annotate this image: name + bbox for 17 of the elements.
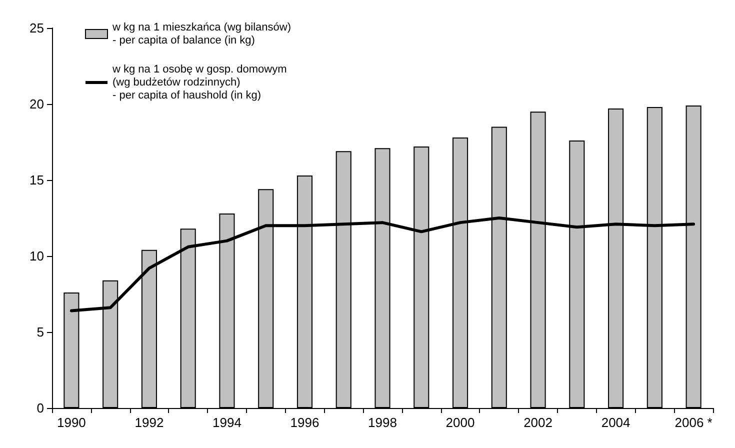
y-tick-label: 0 (36, 400, 44, 416)
x-tick-label: 2000 (446, 415, 475, 430)
y-tick-label: 20 (30, 96, 44, 112)
x-tick-label: 1992 (134, 415, 164, 430)
x-tick-label: 1996 (290, 415, 320, 430)
y-tick-label: 25 (30, 20, 44, 36)
y-tick-label: 5 (36, 324, 44, 340)
x-tick-label: 1998 (368, 415, 397, 430)
x-tick-label: 1994 (212, 415, 242, 430)
y-tick-label: 15 (30, 172, 44, 188)
x-tick-label: 2004 (601, 415, 630, 430)
x-tick-label: 2006 * (674, 415, 712, 430)
legend-label: w kg na 1 osobę w gosp. domowym (wg budżetów rodzinnych) - per capita of haushold (in kg) (112, 64, 287, 102)
legend-label: w kg na 1 mieszkańca (wg bilansów) - per capita of balance (in kg) (112, 22, 292, 46)
x-tick-label: 1990 (56, 415, 86, 430)
x-tick-label: 2002 (524, 415, 552, 430)
y-tick-label: 10 (30, 248, 44, 264)
